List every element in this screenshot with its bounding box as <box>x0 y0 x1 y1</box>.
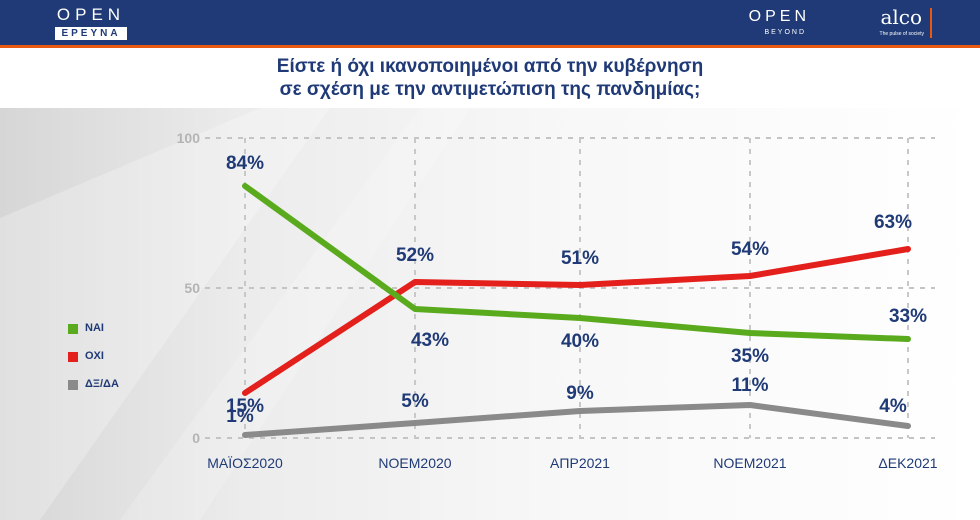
data-label: 5% <box>401 391 429 412</box>
data-label: 15% <box>226 396 264 417</box>
data-label: 1% <box>226 406 254 427</box>
x-tick-label: ΜΑΪΟΣ2020 <box>207 455 283 471</box>
open-beyond-logo-text: OPEN <box>748 8 810 25</box>
alco-tagline: The pulse of society <box>879 31 924 37</box>
chart-title: Είστε ή όχι ικανοποιημένοι από την κυβέρ… <box>0 55 980 101</box>
y-tick-label: 0 <box>192 430 200 446</box>
series-line-ochi <box>242 246 911 396</box>
data-label: 11% <box>732 375 769 396</box>
background-streak <box>0 108 330 520</box>
data-label: 51% <box>561 248 599 269</box>
chart-title-line-1: Είστε ή όχι ικανοποιημένοι από την κυβέρ… <box>276 56 704 77</box>
y-tick-label: 100 <box>177 130 201 146</box>
data-label: 35% <box>731 346 769 367</box>
data-label: 54% <box>731 239 769 260</box>
data-label: 40% <box>561 331 599 352</box>
header-accent-line <box>0 45 980 48</box>
data-label: 33% <box>889 306 927 327</box>
x-tick-label: ΑΠΡ2021 <box>550 455 610 471</box>
line-chart: 0 50 100 ΜΑΪΟΣ2020 ΝΟΕΜ2020 ΑΠΡ2021 ΝΟΕΜ2021 ΔΕ… <box>0 108 938 520</box>
legend-label-ochi: ΟΧΙ <box>85 350 104 362</box>
legend-swatch-ochi <box>68 352 78 362</box>
x-tick-label: ΝΟΕΜ2021 <box>713 455 786 471</box>
legend-swatch-dkda <box>68 380 78 390</box>
data-label: 9% <box>566 383 594 404</box>
logo-divider <box>930 8 932 38</box>
legend-label-nai: ΝΑΙ <box>85 322 104 334</box>
header-bar: OPEN ΕΡΕΥΝΑ OPEN BEYOND alco The pulse o… <box>0 0 980 45</box>
data-label: 4% <box>879 396 907 417</box>
chart-area: 0 50 100 ΜΑΪΟΣ2020 ΝΟΕΜ2020 ΑΠΡ2021 ΝΟΕΜ2021 ΔΕ… <box>0 108 980 520</box>
series-line-dkda <box>242 402 911 438</box>
y-tick-label: 50 <box>184 280 200 296</box>
open-erevna-logo: OPEN ΕΡΕΥΝΑ <box>55 6 127 40</box>
chart-title-line-2: σε σχέση με την αντιμετώπιση της πανδημί… <box>279 79 701 100</box>
legend-label-dkda: ΔΞ/ΔΑ <box>85 378 119 390</box>
logo-open-text: OPEN <box>56 5 126 24</box>
data-label: 43% <box>411 330 449 351</box>
data-label: 84% <box>226 153 264 174</box>
logo-erevna-text: ΕΡΕΥΝΑ <box>55 27 127 40</box>
data-label: 52% <box>396 245 434 266</box>
x-tick-label: ΝΟΕΜ2020 <box>378 455 451 471</box>
beyond-text: BEYOND <box>764 29 806 36</box>
alco-logo: alco <box>880 5 922 29</box>
legend-swatch-nai <box>68 324 78 334</box>
x-tick-label: ΔΕΚ2021 <box>878 455 937 471</box>
data-label: 63% <box>874 212 912 233</box>
series-line-nai <box>242 183 911 342</box>
background-streak <box>120 108 470 520</box>
